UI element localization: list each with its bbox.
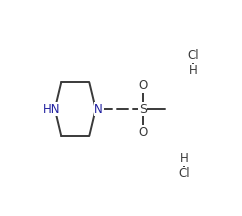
Text: S: S — [139, 103, 147, 116]
Text: N: N — [94, 103, 103, 116]
Text: O: O — [138, 126, 147, 139]
Text: Cl: Cl — [188, 49, 199, 62]
Text: H: H — [189, 64, 198, 77]
Text: HN: HN — [43, 103, 60, 116]
Text: O: O — [138, 79, 147, 92]
Text: H: H — [180, 152, 189, 165]
Text: Cl: Cl — [178, 167, 190, 180]
